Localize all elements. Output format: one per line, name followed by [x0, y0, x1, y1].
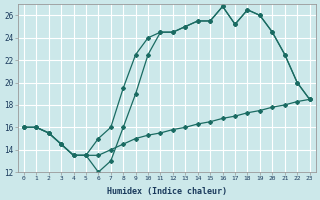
X-axis label: Humidex (Indice chaleur): Humidex (Indice chaleur)	[107, 187, 227, 196]
